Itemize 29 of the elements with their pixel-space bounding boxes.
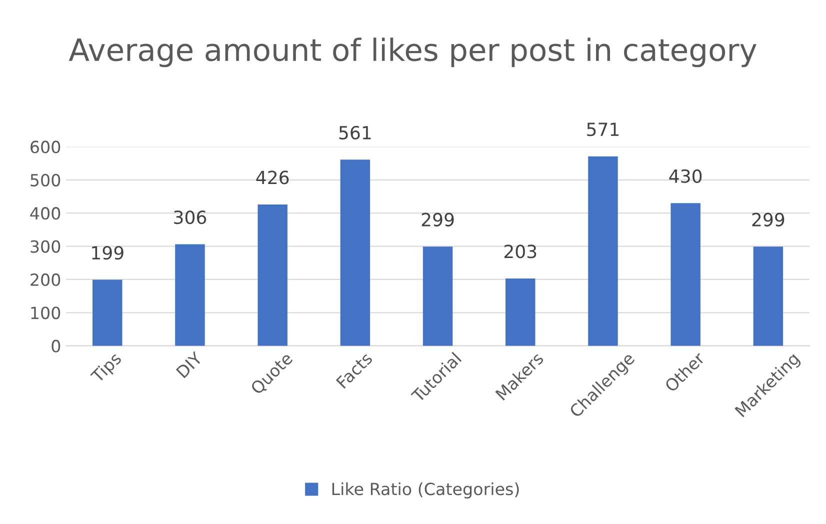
y-tick-label: 300	[30, 240, 60, 253]
data-label: 426	[256, 170, 289, 184]
data-label: 299	[422, 212, 454, 226]
bar	[258, 204, 288, 346]
data-label: 199	[92, 246, 124, 260]
bar	[340, 160, 370, 346]
data-label: 203	[504, 244, 536, 258]
y-tick-label: 500	[30, 174, 60, 186]
y-tick-label: 200	[30, 273, 60, 286]
y-tick-label: 400	[30, 207, 60, 220]
data-label: 571	[587, 122, 619, 136]
data-label: 561	[339, 126, 371, 140]
x-tick-label: DIY	[176, 351, 204, 378]
bar	[670, 203, 700, 346]
bar	[175, 244, 205, 346]
chart-title: Average amount of likes per post in category	[68, 38, 756, 68]
y-tick-label: 100	[31, 306, 60, 320]
bar	[92, 280, 122, 346]
data-label: 299	[752, 212, 784, 226]
bar	[506, 278, 536, 346]
data-label: 306	[174, 210, 206, 224]
y-tick-label: 600	[30, 140, 60, 154]
x-tick-label: Tips	[90, 351, 124, 386]
bar	[753, 246, 784, 346]
legend-label: Like Ratio (Categories)	[332, 482, 519, 499]
bar	[588, 156, 618, 346]
data-label: 430	[669, 169, 702, 183]
bar	[422, 246, 453, 346]
y-tick-label: 0	[52, 340, 60, 352]
